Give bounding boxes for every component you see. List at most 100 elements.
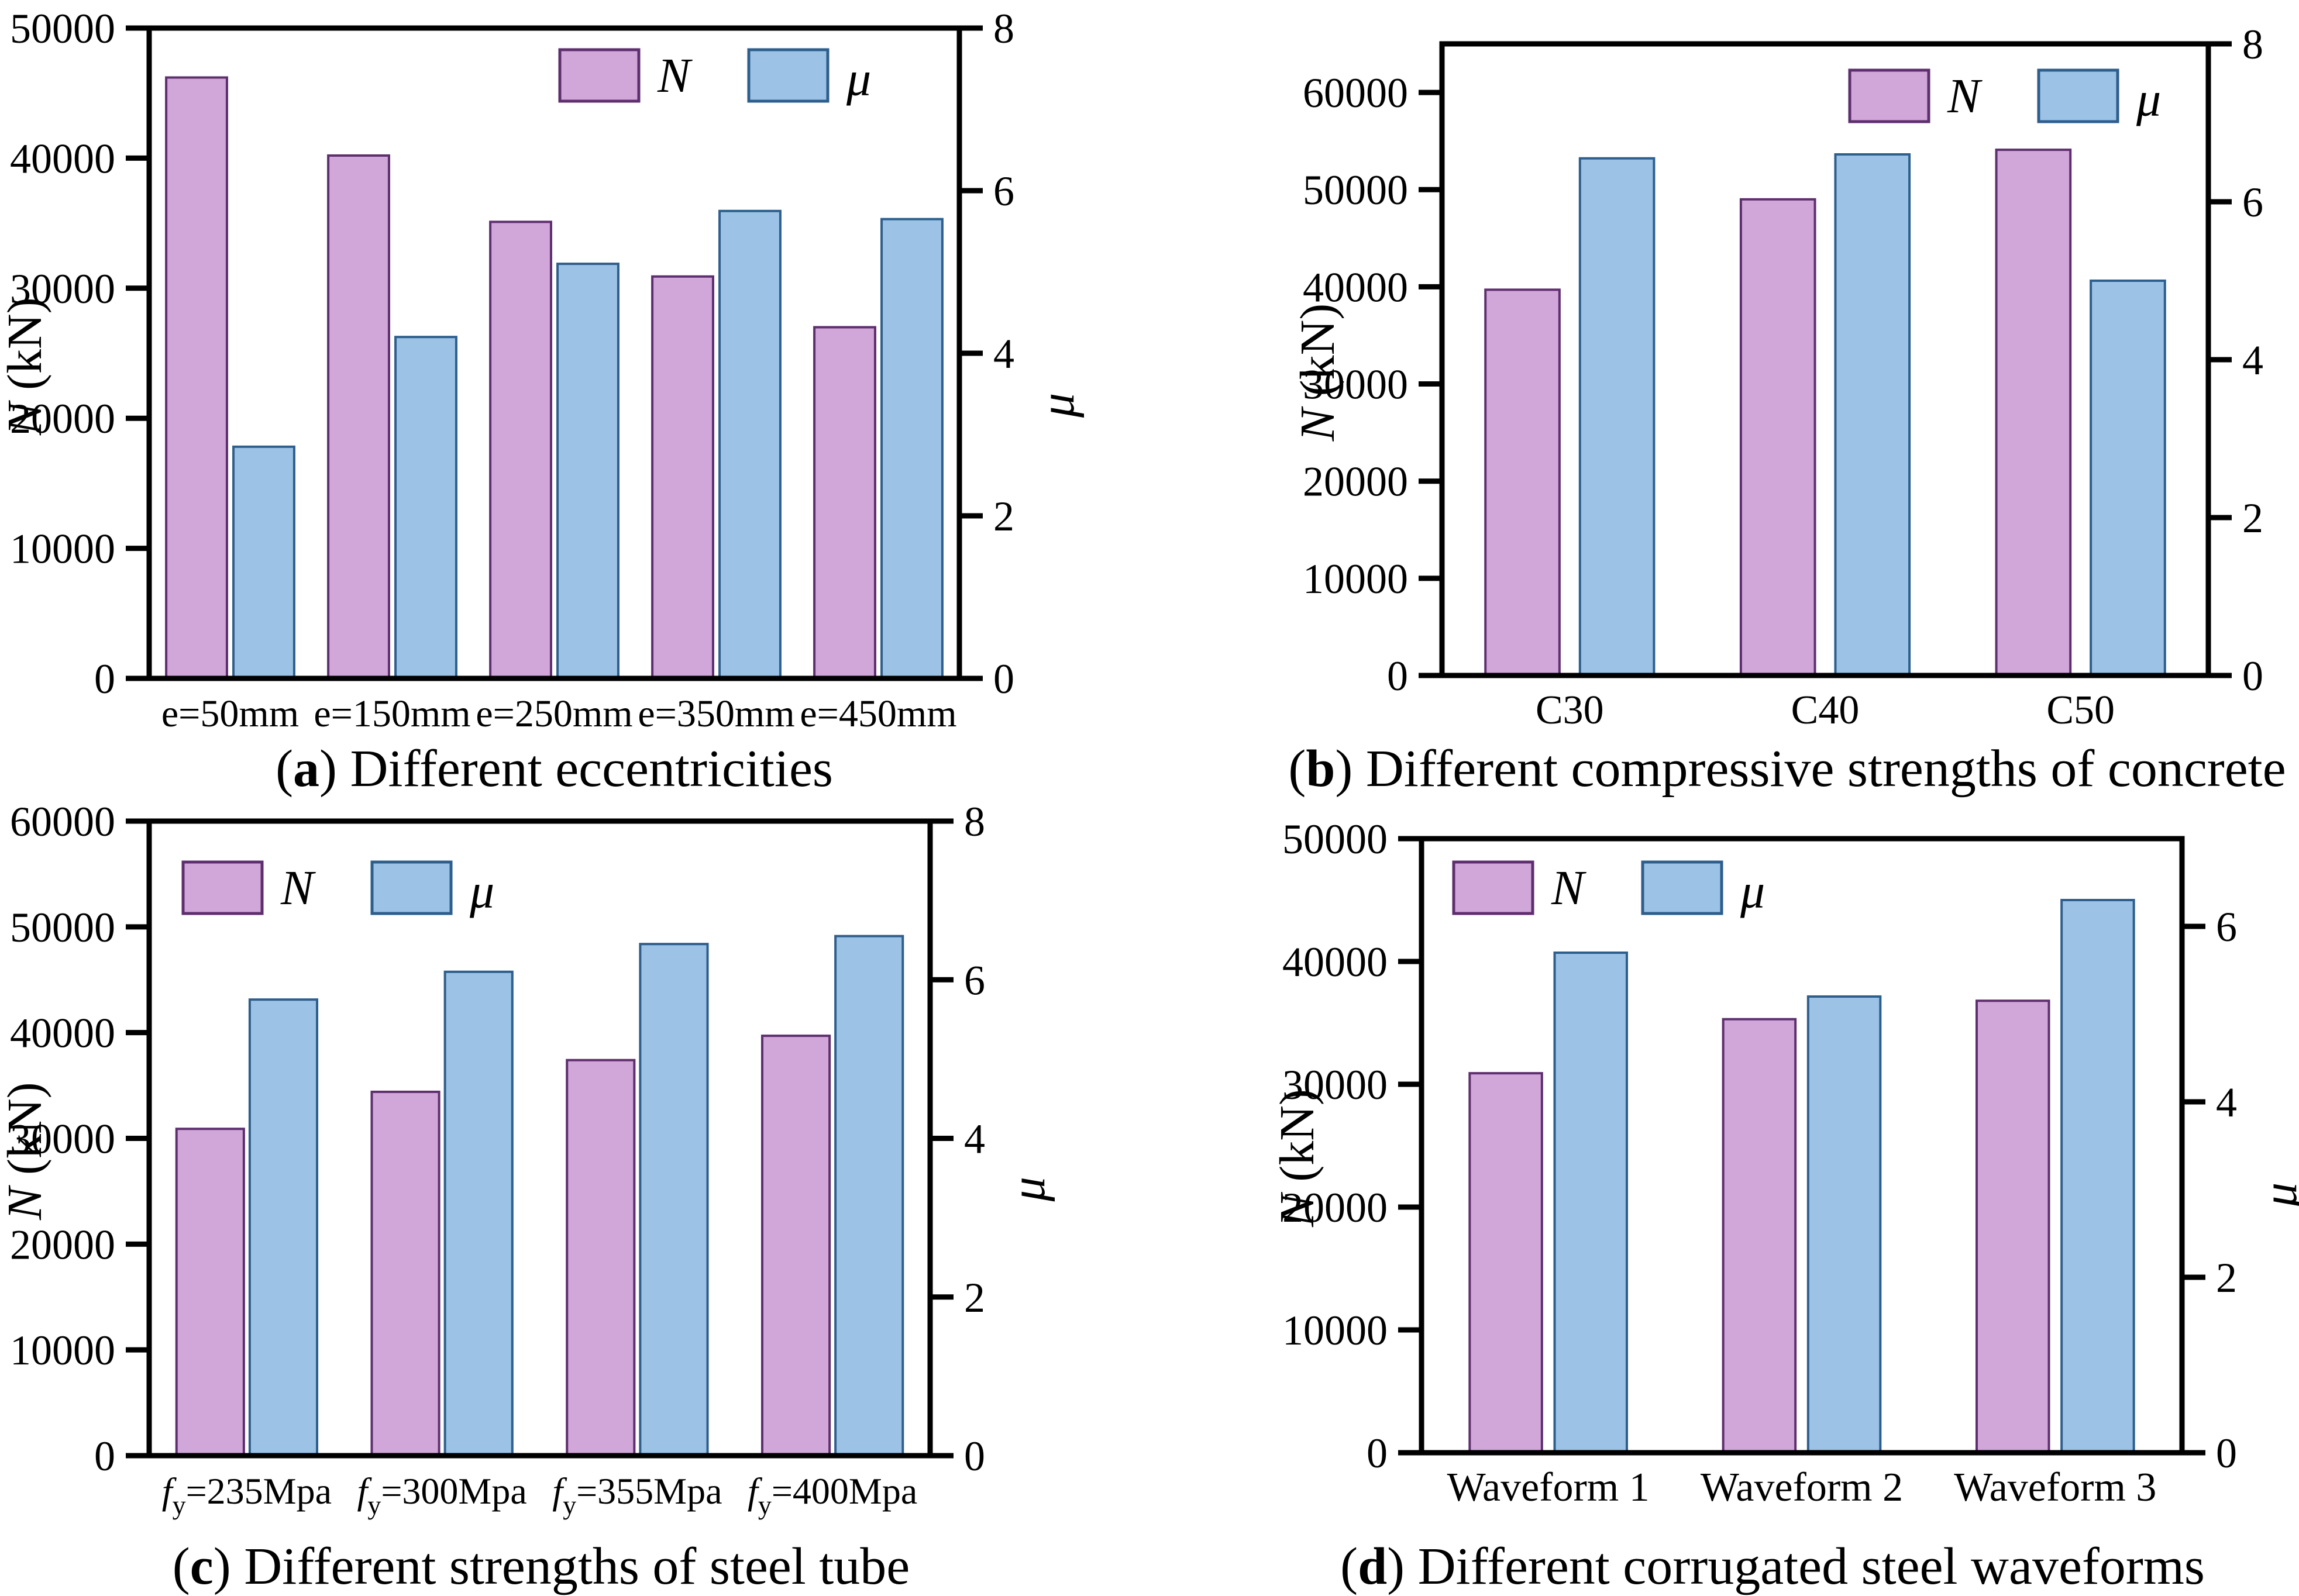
bar-N-2 <box>489 220 552 680</box>
left-axis-label: N (kN) <box>0 1082 52 1221</box>
right-axis-label: μ <box>2279 398 2299 423</box>
caption-b: (b) Different compressive strengths of c… <box>1275 743 2299 798</box>
panel-a: 0 10000 20000 30000 40000 50000 0 2 4 6 8 N (kN) μ e=… <box>0 0 1150 798</box>
caption-paren: ) <box>1335 740 1353 798</box>
right-tick-label: 6 <box>993 168 1014 215</box>
legend-label-mu: μ <box>1740 864 1765 918</box>
bar-mu-1 <box>1834 153 1911 677</box>
legend-label-N: N <box>1551 861 1586 915</box>
right-tick-label: 2 <box>2242 495 2263 542</box>
category-label: e=450mm <box>800 692 956 735</box>
legend-swatch-mu <box>2037 68 2119 123</box>
left-tick-label: 20000 <box>10 395 115 442</box>
left-tick-label: 0 <box>94 656 115 702</box>
bar-N-0 <box>1468 1072 1543 1454</box>
bar-N-3 <box>760 1035 831 1457</box>
caption-paren: ( <box>1340 1538 1358 1595</box>
right-tick-label: 0 <box>2242 653 2263 699</box>
right-axis-label: μ <box>2253 1183 2299 1208</box>
bar-mu-2 <box>2090 280 2166 677</box>
caption-letter: c <box>190 1538 214 1595</box>
category-label: Waveform 3 <box>1954 1465 2156 1510</box>
bar-mu-2 <box>556 263 620 680</box>
caption-c: (c) Different strengths of steel tube <box>105 1540 977 1595</box>
chart-svg-d: 0 10000 20000 30000 40000 50000 0 2 4 6 N (kN) μ Wav… <box>1270 816 2299 1510</box>
caption-paren: ( <box>276 740 294 798</box>
bar-mu-0 <box>1553 952 1628 1454</box>
chart-svg-a: 0 10000 20000 30000 40000 50000 0 2 4 6 8 N (kN) μ e=… <box>0 5 1085 735</box>
bar-mu-0 <box>248 998 319 1457</box>
legend-swatch-N <box>1452 860 1534 915</box>
legend-label-N: N <box>280 861 316 915</box>
chart-svg-c: 0 10000 20000 30000 40000 50000 60000 0 2 4 6 8 N (k… <box>0 798 1055 1520</box>
bar-N-3 <box>651 275 714 680</box>
right-tick-label: 8 <box>964 798 985 845</box>
legend-label-mu: μ <box>846 51 871 106</box>
legend-swatch-N <box>181 860 264 915</box>
left-tick-label: 30000 <box>1303 361 1408 408</box>
caption-text: Different strengths of steel tube <box>230 1538 910 1595</box>
category-label: Waveform 2 <box>1701 1465 1903 1510</box>
legend-label-mu: μ <box>2136 72 2161 126</box>
left-tick-label: 40000 <box>10 135 115 182</box>
bar-N-0 <box>165 76 228 680</box>
plot-frame <box>1419 836 2185 1456</box>
left-tick-label: 0 <box>94 1433 115 1480</box>
left-tick-label: 20000 <box>1282 1184 1388 1231</box>
bar-mu-3 <box>834 935 904 1457</box>
left-tick-label: 0 <box>1387 653 1408 699</box>
chart-a: 0 10000 20000 30000 40000 50000 0 2 4 6 8 N (kN) μ e=… <box>0 0 1150 743</box>
panel-b: 0 10000 20000 30000 40000 50000 60000 0 2 4 6 8 N (k… <box>1150 0 2299 798</box>
category-label: fy=300Mpa <box>357 1470 527 1520</box>
left-tick-label: 40000 <box>1282 939 1388 985</box>
right-tick-label: 6 <box>2242 179 2263 226</box>
bar-N-1 <box>327 154 390 680</box>
bar-mu-2 <box>639 943 709 1457</box>
right-tick-label: 4 <box>2242 337 2263 384</box>
category-label: fy=400Mpa <box>748 1470 917 1520</box>
left-tick-label: 50000 <box>1282 816 1388 863</box>
plot-frame <box>146 818 933 1459</box>
left-axis-label: N (kN) <box>0 297 52 436</box>
caption-text: Different compressive strengths of concr… <box>1352 740 2286 798</box>
right-tick-label: 2 <box>2216 1254 2237 1301</box>
bar-mu-3 <box>718 209 782 680</box>
panel-c: 0 10000 20000 30000 40000 50000 60000 0 2 4 6 8 N (k… <box>0 798 1150 1595</box>
category-label: C50 <box>2046 688 2115 733</box>
caption-paren: ( <box>1288 740 1306 798</box>
bar-mu-1 <box>443 970 514 1457</box>
legend-swatch-mu <box>1641 860 1723 915</box>
right-tick-label: 8 <box>993 5 1014 52</box>
bar-mu-1 <box>1806 995 1882 1454</box>
left-tick-label: 30000 <box>10 1116 115 1163</box>
bar-mu-4 <box>880 218 944 680</box>
legend-label-N: N <box>657 49 693 103</box>
category-label: C30 <box>1536 688 1604 733</box>
right-tick-label: 2 <box>993 493 1014 540</box>
bar-mu-0 <box>232 445 295 680</box>
left-tick-label: 10000 <box>10 1327 115 1374</box>
legend-label-N: N <box>1947 69 1983 123</box>
bar-N-4 <box>813 326 876 680</box>
left-tick-label: 50000 <box>10 5 115 52</box>
category-label: fy=355Mpa <box>552 1470 722 1520</box>
category-label: Waveform 1 <box>1447 1465 1650 1510</box>
bar-N-1 <box>1722 1018 1797 1454</box>
legend-swatch-mu <box>747 48 830 103</box>
left-tick-label: 60000 <box>10 798 115 845</box>
right-tick-label: 0 <box>964 1433 985 1480</box>
bar-N-2 <box>1976 999 2050 1454</box>
left-tick-label: 40000 <box>10 1010 115 1057</box>
right-tick-label: 2 <box>964 1274 985 1321</box>
left-tick-label: 10000 <box>1282 1307 1388 1354</box>
bar-mu-0 <box>1578 157 1656 677</box>
caption-paren: ( <box>172 1538 190 1595</box>
caption-paren: ) <box>213 1538 231 1595</box>
left-tick-label: 10000 <box>1303 556 1408 602</box>
bar-N-2 <box>566 1059 636 1457</box>
bar-N-0 <box>175 1128 245 1457</box>
bar-N-1 <box>370 1090 440 1457</box>
chart-svg-b: 0 10000 20000 30000 40000 50000 60000 0 2 4 6 8 N (k… <box>1290 21 2299 733</box>
right-tick-label: 4 <box>964 1116 985 1163</box>
